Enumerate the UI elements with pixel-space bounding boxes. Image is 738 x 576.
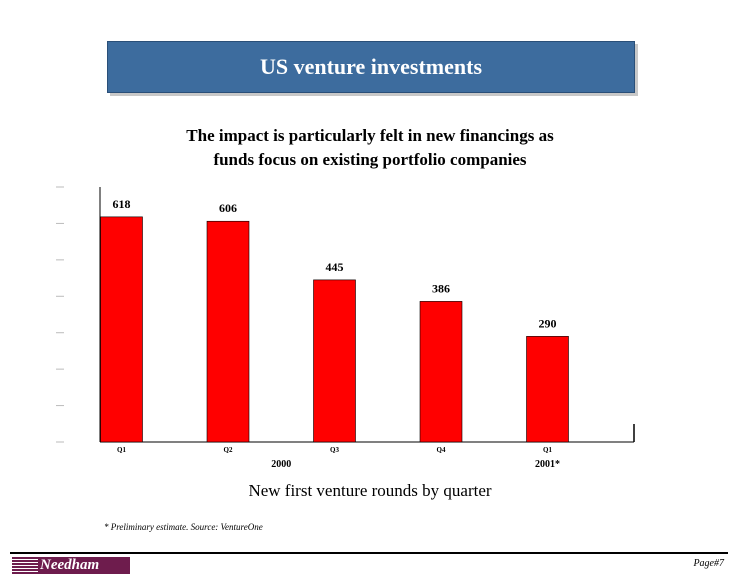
footnote: * Preliminary estimate. Source: VentureO… [104,522,263,532]
bar [526,336,569,443]
chart-caption: New first venture rounds by quarter [248,481,492,500]
subtitle-line-1: The impact is particularly felt in new f… [186,126,554,145]
bar [100,216,143,443]
x-tick-label: Q2 [224,446,233,454]
logo-stripes-icon [12,557,38,574]
x-tick-label: Q1 [117,446,126,454]
bar [419,301,463,443]
group-label: 2001* [535,459,560,470]
data-label: 445 [326,260,344,274]
data-label: 606 [219,201,237,215]
page-number: Page#7 [693,558,724,569]
bar [313,279,356,443]
x-tick-label: Q4 [437,446,446,454]
subtitle-line-2: funds focus on existing portfolio compan… [213,150,527,169]
bar [206,220,250,443]
x-tick-label: Q3 [330,446,339,454]
footer-divider [10,552,728,554]
logo-text: Needham [40,557,100,573]
x-tick-label: Q1 [543,446,552,454]
data-label: 386 [432,281,450,295]
group-label: 2000 [271,459,291,470]
needham-logo: Needham [12,557,130,574]
chart-subtitle: The impact is particularly felt in new f… [100,124,640,172]
data-label: 290 [539,316,557,330]
page-title: US venture investments [259,54,483,79]
title-banner: US venture investments [107,41,635,93]
data-label: 618 [113,197,131,211]
